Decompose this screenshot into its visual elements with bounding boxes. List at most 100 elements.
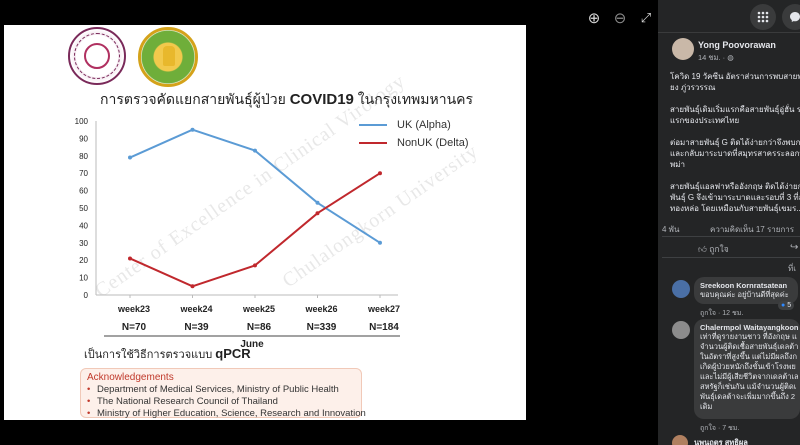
comment-text-line: เท่าที่ดูรายงานชาว ที่อังกฤษ แ [700,332,797,341]
legend-swatch [359,124,387,126]
y-tick-label: 80 [79,152,88,161]
reaction-count[interactable]: ● 5 [778,301,795,310]
post-time[interactable]: 14 ชม. · [698,53,728,62]
avatar[interactable] [672,38,694,60]
sample-size-label: N=39 [184,322,209,333]
data-point [253,263,257,268]
comment-count[interactable]: ความคิดเห็น 17 รายการ [710,225,795,234]
data-point [378,171,382,176]
menu-grid-icon[interactable] [750,4,776,30]
like-label: ถูกใจ [709,244,729,254]
post-text-line: แรกของประเทศไทย [670,116,740,125]
data-point [315,211,320,216]
slide-image: Center of Excellence in Clinical Virolog… [4,25,526,420]
sample-size-label: N=339 [307,322,337,333]
reaction-number: 5 [787,302,792,309]
data-point [190,284,195,289]
title-bold: COVID19 [289,91,354,108]
title-thai: การตรวจคัดแยกสายพันธุ์ผู้ป่วย [100,91,286,107]
share-icon[interactable]: ↪ [790,242,799,253]
line-chart: 0 10 20 30 40 50 60 70 80 90 100 week23 N=70 week24 N=… [75,117,400,350]
comment-text-line: ในอัตราที่สูงขึ้น แต่ไม่มีผลถึงก [700,352,798,361]
comment-text: ขอบคุณค่ะ อยู่บ้านดีที่สุดค่ะ [700,290,789,299]
method-note: เป็นการใช้วิธีการตรวจแบบ qPCR [84,345,251,363]
title-tail: ในกรุงเทพมหานคร [357,91,474,107]
post-text-line: พม่า [670,160,686,169]
more-comments-link[interactable]: ที่เ [788,264,797,273]
month-label: June [240,339,264,350]
note-prefix: เป็นการใช้วิธีการตรวจแบบ [84,349,213,361]
comment-bubble: Chalermpol Waitayangkoon เท่าที่ดูรายงาน… [694,319,800,419]
globe-icon: ◍ [727,53,734,62]
slide-title: การตรวจคัดแยกสายพันธุ์ผู้ป่วย COVID19 ใน… [100,89,473,111]
x-tick-label: week25 [242,304,275,314]
legend-item-delta: NonUK (Delta) [359,137,469,149]
ack-item: Department of Medical Services, Ministry… [87,384,355,396]
post-stats: 4 พัน ความคิดเห็น 17 รายการ [662,223,794,236]
y-tick-label: 70 [79,169,88,178]
post-author[interactable]: Yong Poovorawan [698,40,776,50]
avatar[interactable] [672,435,688,445]
y-tick-label: 10 [79,274,88,283]
legend-swatch [359,142,387,144]
x-tick-label: week26 [304,304,337,314]
commenter-name[interactable]: Chalermpol Waitayangkoon [700,323,799,332]
commenter-name[interactable]: Sreekoon Kornratsatean [700,281,788,290]
zoom-in-icon[interactable]: ⊕ [587,10,601,27]
y-tick-label: 0 [84,291,89,300]
post-text-line: สายพันธุ์เดิมเริ่มแรกคือสายพันธุ์อู่ฮั่น… [670,105,800,114]
series-line-0 [129,128,381,244]
university-logo [138,27,198,87]
y-tick-label: 60 [79,187,88,196]
y-tick-label: 90 [79,134,88,143]
post-meta: 14 ชม. · ◍ [698,52,734,64]
post-text-line: ยง ภู่วรวรรณ [670,83,716,92]
like-button[interactable]: 👍︎ ถูกใจ [698,242,729,256]
post-text-line: สายพันธุ์แอลฟาหรืออังกฤษ ติดได้ง่ายก [670,182,800,191]
like-reaction-icon: ● [781,302,786,309]
sample-size-label: N=86 [247,322,272,333]
commenter-name[interactable]: นพนฤตร สุทธิผล [694,438,748,445]
divider [662,257,800,258]
data-point [315,200,320,205]
sample-size-label: N=184 [369,322,399,333]
center-logo [68,27,126,85]
comment-text-line: จำนวนผู้ติดเชื้อสายพันธุ์เดลต้า [700,342,799,351]
x-tick-label: week23 [117,304,150,314]
legend-label: NonUK (Delta) [397,137,469,149]
y-tick-label: 40 [79,221,88,230]
thumbs-up-icon: 👍︎ [698,244,707,254]
facebook-top-bar [658,0,800,33]
data-point [128,256,132,261]
y-tick-label: 100 [75,117,89,126]
avatar[interactable] [672,321,690,339]
sample-size-label: N=70 [122,322,147,333]
post-text-line: ต่อมาสายพันธุ์ G ติดได้ง่ายกว่าจึงพบก [670,138,800,147]
comment-text-line: สหรัฐก็เช่นกัน แม้จำนวนผู้ติดเ [700,382,797,391]
ack-item: The National Research Council of Thailan… [87,396,355,408]
post-text-line: ทองหล่อ โดยเหมือนกับสายพันธุ์เขมร... [670,204,800,213]
avatar[interactable] [672,280,690,298]
comment-text-line: พันธุ์เดลต้าจะเพิ่มมากขึ้นถึง 2 [700,392,796,401]
comment-text-line: เกิดผู้ป่วยหนักถึงขั้นเข้าโรงพย [700,362,796,371]
data-point [190,127,195,132]
comment-actions[interactable]: ถูกใจ · 7 ชม. [700,425,740,432]
chart-legend: UK (Alpha) NonUK (Delta) [359,119,469,155]
messenger-icon[interactable] [782,4,800,30]
facebook-post-panel: Yong Poovorawan 14 ชม. · ◍ โควิด 19 วัคซ… [658,33,800,445]
x-tick-label: week24 [179,304,212,314]
comment-actions[interactable]: ถูกใจ · 12 ชม. [700,310,744,317]
y-tick-label: 50 [79,204,88,213]
ack-title: Acknowledgements [87,372,174,383]
legend-label: UK (Alpha) [397,119,451,131]
share-count[interactable]: 4 พัน [662,225,680,234]
fullscreen-icon[interactable]: ⤢ [640,10,652,25]
zoom-out-icon[interactable]: ⊖ [613,10,627,27]
divider [662,236,800,237]
comment-bubble: Sreekoon Kornratsatean ขอบคุณค่ะ อยู่บ้า… [694,277,798,304]
series-line-1 [129,172,381,288]
y-tick-label: 20 [79,256,88,265]
post-text-line: พันธุ์ G จึงเข้ามาระบาดและรอบที่ 3 ที่ส [670,193,800,202]
y-tick-label: 30 [79,239,88,248]
